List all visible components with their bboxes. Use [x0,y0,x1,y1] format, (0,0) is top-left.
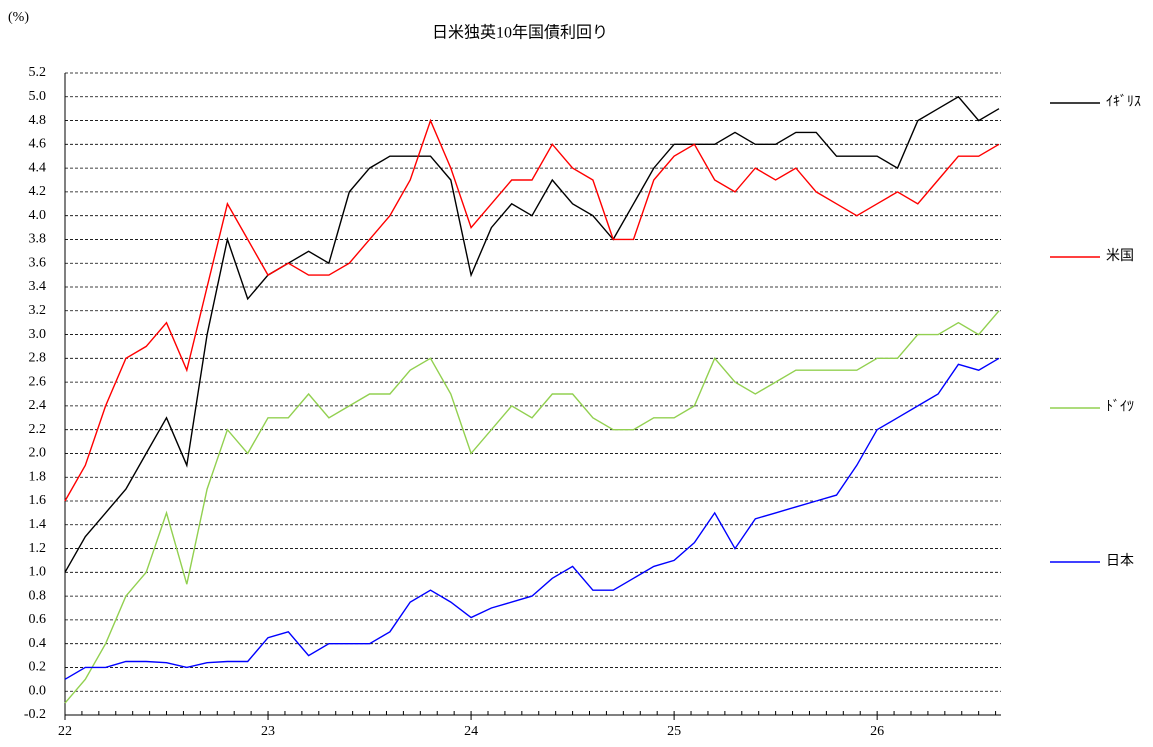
x-tick-label: 22 [58,724,72,739]
y-tick-label: 0.0 [29,683,47,698]
y-tick-label: -0.2 [24,707,46,722]
legend-label: 日本 [1106,553,1134,569]
y-axis-unit: (%) [8,10,29,25]
series-line [64,118,1000,502]
y-tick-label: 0.4 [29,636,47,651]
y-tick-label: 4.6 [29,137,47,152]
y-tick-label: 0.6 [29,612,47,627]
x-tick-label: 26 [870,724,884,739]
y-tick-label: 4.2 [29,184,47,199]
series-line [64,357,1000,680]
y-tick-label: 0.2 [29,660,47,675]
y-tick-label: 4.0 [29,208,47,223]
y-tick-label: 1.0 [29,565,47,580]
y-tick-label: 2.4 [29,398,47,413]
series-line [64,310,1000,704]
y-tick-label: 3.4 [29,279,47,294]
y-tick-label: 4.8 [29,113,47,128]
legend-label: ﾄﾞｲﾂ [1106,399,1134,415]
x-tick-label: 25 [667,724,681,739]
chart-title: 日米独英10年国債利回り [432,24,608,42]
y-tick-label: 2.2 [29,422,47,437]
x-tick-label: 24 [464,724,478,739]
y-tick-label: 5.0 [29,89,47,104]
y-tick-label: 5.2 [29,65,47,80]
y-tick-label: 0.8 [29,588,47,603]
y-tick-label: 3.0 [29,327,47,342]
series-line [64,95,1000,573]
y-tick-label: 1.2 [29,541,47,556]
y-tick-label: 3.6 [29,255,47,270]
y-tick-label: 3.8 [29,232,47,247]
y-tick-label: 2.8 [29,351,47,366]
y-tick-label: 1.8 [29,469,47,484]
y-tick-label: 4.4 [29,160,47,175]
y-tick-label: 1.4 [29,517,47,532]
legend-label: 米国 [1106,248,1134,264]
y-tick-label: 2.0 [29,446,47,461]
y-tick-label: 1.6 [29,493,47,508]
y-tick-label: 2.6 [29,374,47,389]
x-tick-label: 23 [261,724,275,739]
y-tick-label: 3.2 [29,303,47,318]
legend-label: ｲｷﾞﾘｽ [1106,94,1141,110]
